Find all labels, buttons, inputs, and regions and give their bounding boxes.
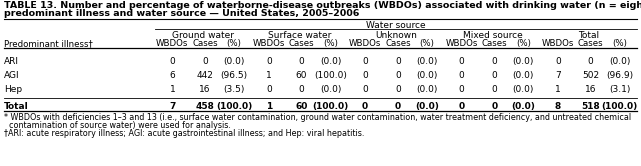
- Text: 0: 0: [492, 57, 497, 66]
- Text: (0.0): (0.0): [513, 85, 534, 94]
- Text: (0.0): (0.0): [513, 71, 534, 80]
- Text: 0: 0: [395, 102, 401, 111]
- Text: 0: 0: [362, 57, 368, 66]
- Text: (3.5): (3.5): [223, 85, 245, 94]
- Text: Ground water: Ground water: [172, 31, 234, 40]
- Text: Cases: Cases: [481, 39, 507, 48]
- Text: (100.0): (100.0): [312, 102, 349, 111]
- Text: Unknown: Unknown: [375, 31, 417, 40]
- Text: 0: 0: [395, 71, 401, 80]
- Text: (%): (%): [516, 39, 531, 48]
- Text: 6: 6: [169, 71, 175, 80]
- Text: (96.5): (96.5): [221, 71, 247, 80]
- Text: 1: 1: [555, 85, 561, 94]
- Text: 0: 0: [492, 71, 497, 80]
- Text: (0.0): (0.0): [512, 102, 535, 111]
- Text: Cases: Cases: [578, 39, 604, 48]
- Text: (0.0): (0.0): [416, 71, 438, 80]
- Text: * WBDOs with deficiencies 1–3 and 13 (i.e., surface water contamination, ground : * WBDOs with deficiencies 1–3 and 13 (i.…: [4, 113, 631, 122]
- Text: (0.0): (0.0): [320, 85, 341, 94]
- Text: 0: 0: [266, 57, 272, 66]
- Text: (0.0): (0.0): [513, 57, 534, 66]
- Text: 1: 1: [266, 71, 272, 80]
- Text: 0: 0: [555, 57, 561, 66]
- Text: contamination of source water) were used for analysis.: contamination of source water) were used…: [4, 121, 231, 130]
- Text: (96.9): (96.9): [606, 71, 633, 80]
- Text: (%): (%): [227, 39, 242, 48]
- Text: 502: 502: [582, 71, 599, 80]
- Text: 16: 16: [199, 85, 211, 94]
- Text: 0: 0: [588, 57, 594, 66]
- Text: 0: 0: [491, 102, 497, 111]
- Text: 518: 518: [581, 102, 600, 111]
- Text: 1: 1: [265, 102, 272, 111]
- Text: WBDOs: WBDOs: [156, 39, 188, 48]
- Text: (100.0): (100.0): [314, 71, 347, 80]
- Text: TABLE 13. Number and percentage of waterborne-disease outbreaks (WBDOs) associat: TABLE 13. Number and percentage of water…: [4, 1, 641, 10]
- Text: 0: 0: [458, 102, 465, 111]
- Text: (0.0): (0.0): [609, 57, 630, 66]
- Text: Cases: Cases: [192, 39, 218, 48]
- Text: Cases: Cases: [288, 39, 314, 48]
- Text: 0: 0: [169, 57, 175, 66]
- Text: 16: 16: [585, 85, 597, 94]
- Text: 0: 0: [459, 57, 465, 66]
- Text: 0: 0: [395, 85, 401, 94]
- Text: WBDOs: WBDOs: [542, 39, 574, 48]
- Text: (%): (%): [323, 39, 338, 48]
- Text: (0.0): (0.0): [415, 102, 439, 111]
- Text: 60: 60: [296, 102, 308, 111]
- Text: WBDOs: WBDOs: [349, 39, 381, 48]
- Text: Hep: Hep: [4, 85, 22, 94]
- Text: 0: 0: [492, 85, 497, 94]
- Text: Surface water: Surface water: [268, 31, 331, 40]
- Text: (0.0): (0.0): [416, 85, 438, 94]
- Text: 1: 1: [169, 85, 175, 94]
- Text: 7: 7: [169, 102, 176, 111]
- Text: Mixed source: Mixed source: [463, 31, 522, 40]
- Text: AGI: AGI: [4, 71, 20, 80]
- Text: 0: 0: [459, 71, 465, 80]
- Text: Water source: Water source: [366, 21, 426, 30]
- Text: 0: 0: [299, 85, 304, 94]
- Text: 0: 0: [299, 57, 304, 66]
- Text: 442: 442: [197, 71, 213, 80]
- Text: †ARI: acute respiratory illness; AGI: acute gastrointestinal illness; and Hep: v: †ARI: acute respiratory illness; AGI: ac…: [4, 129, 364, 138]
- Text: WBDOs: WBDOs: [253, 39, 285, 48]
- Text: WBDOs: WBDOs: [445, 39, 478, 48]
- Text: Total: Total: [578, 31, 599, 40]
- Text: (100.0): (100.0): [601, 102, 638, 111]
- Text: 0: 0: [459, 85, 465, 94]
- Text: (0.0): (0.0): [416, 57, 438, 66]
- Text: (0.0): (0.0): [223, 57, 245, 66]
- Text: 7: 7: [555, 71, 561, 80]
- Text: 0: 0: [266, 85, 272, 94]
- Text: (3.1): (3.1): [609, 85, 630, 94]
- Text: 0: 0: [395, 57, 401, 66]
- Text: 458: 458: [196, 102, 215, 111]
- Text: Predominant illness†: Predominant illness†: [4, 39, 93, 48]
- Text: (0.0): (0.0): [320, 57, 341, 66]
- Text: ARI: ARI: [4, 57, 19, 66]
- Text: 0: 0: [362, 71, 368, 80]
- Text: 60: 60: [296, 71, 307, 80]
- Text: (100.0): (100.0): [216, 102, 252, 111]
- Text: 0: 0: [203, 57, 208, 66]
- Text: (%): (%): [419, 39, 435, 48]
- Text: (%): (%): [612, 39, 627, 48]
- Text: 0: 0: [362, 102, 368, 111]
- Text: Cases: Cases: [385, 39, 411, 48]
- Text: Total: Total: [4, 102, 29, 111]
- Text: 0: 0: [362, 85, 368, 94]
- Text: predominant illness and water source — United States, 2005–2006: predominant illness and water source — U…: [4, 9, 360, 18]
- Text: 8: 8: [555, 102, 561, 111]
